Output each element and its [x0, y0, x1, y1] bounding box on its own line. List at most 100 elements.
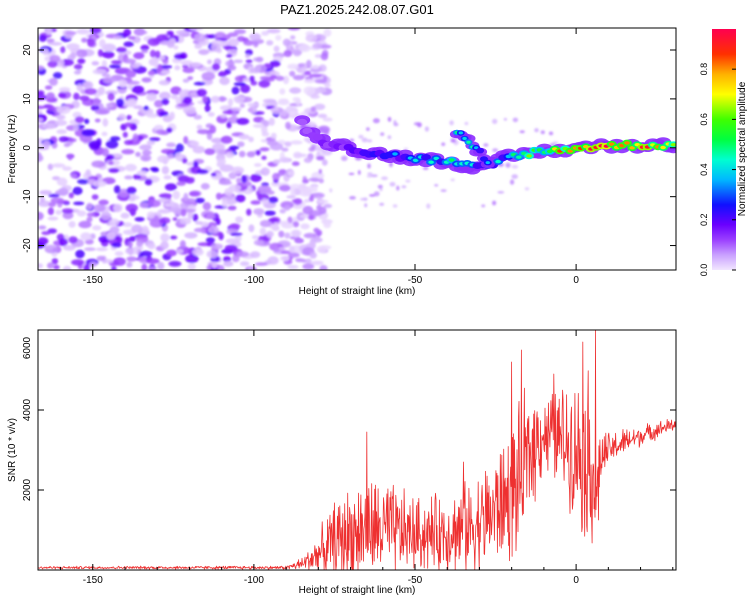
spectrogram-cell — [278, 220, 290, 226]
spectrogram-y-tick-label: 0 — [22, 145, 33, 151]
spectrogram-cell — [192, 213, 199, 222]
signal-blob-core — [466, 140, 471, 144]
spectrogram-cell — [305, 59, 312, 69]
spectrogram-cell — [215, 192, 222, 200]
spectrogram-cell — [38, 211, 44, 221]
spectrogram-cell — [440, 189, 447, 193]
spectrogram-cell — [101, 131, 108, 137]
spectrogram-cell — [186, 110, 197, 115]
spectrogram-cell — [122, 222, 133, 228]
spectrogram-cell — [341, 155, 348, 161]
spectrogram-cell — [229, 223, 241, 230]
spectrogram-cell — [310, 106, 316, 112]
colorbar-tick-label: 0.6 — [699, 113, 709, 126]
spectrogram-cell — [126, 256, 137, 262]
spectrogram-cell — [65, 31, 77, 36]
spectrogram-cell — [174, 65, 181, 71]
spectrogram-cell — [96, 255, 106, 261]
spectrogram-cell — [163, 175, 172, 180]
spectrogram-cell — [210, 95, 220, 103]
spectrogram-cell — [300, 223, 310, 230]
spectrogram-cell — [167, 153, 175, 159]
spectrogram-cell — [76, 83, 84, 92]
spectrogram-cell — [512, 117, 519, 123]
spectrogram-cell — [120, 212, 130, 219]
spectrogram-cell — [160, 70, 171, 75]
spectrogram-x-ticks: -150 -100 -50 0 — [83, 28, 579, 286]
spectrogram-cell — [170, 86, 182, 95]
spectrogram-cell — [314, 54, 322, 58]
spectrogram-xlabel: Height of straight line (km) — [299, 286, 416, 297]
colorbar-label: Normalized spectral amplitude — [737, 81, 748, 216]
spectrogram-cell — [254, 65, 260, 73]
spectrogram-cell — [188, 191, 200, 197]
spectrogram-cell — [413, 122, 421, 126]
spectrogram-cell — [102, 51, 115, 59]
spectrogram-x-tick-label: 0 — [573, 275, 579, 286]
spectrogram-cell — [161, 148, 175, 154]
spectrogram-cell — [240, 84, 251, 93]
spectrogram-cell — [264, 210, 276, 216]
spectrogram-cell — [193, 81, 206, 86]
spectrogram-cell — [94, 118, 101, 123]
spectrogram-cell — [193, 227, 207, 233]
spectrogram-cell — [279, 208, 286, 214]
snr-y-tick-label: 6000 — [22, 336, 33, 359]
spectrogram-cell — [245, 54, 251, 59]
spectrogram-cell — [52, 72, 63, 79]
spectrogram-cell — [187, 263, 196, 270]
spectrogram-cell — [248, 105, 257, 114]
spectrogram-cell — [126, 261, 133, 268]
spectrogram-cell — [159, 91, 171, 100]
spectrogram-cell — [71, 259, 85, 266]
spectrogram-x-tick-label: -100 — [244, 275, 264, 286]
spectrogram-cell — [109, 64, 121, 69]
spectrogram-cell — [154, 50, 161, 59]
spectrogram-cell — [524, 187, 530, 191]
spectrogram-cell — [81, 37, 88, 43]
spectrogram-cell — [146, 140, 156, 146]
spectrogram-cell — [358, 134, 364, 139]
snr-x-tick-label: -150 — [83, 575, 103, 586]
colorbar-bar — [712, 29, 736, 270]
spectrogram-cell — [317, 199, 329, 204]
spectrogram-cell — [77, 179, 90, 185]
spectrogram-cell — [222, 110, 234, 115]
spectrogram-cell — [234, 75, 246, 83]
spectrogram-cell — [127, 84, 133, 90]
spectrogram-cell — [97, 49, 104, 57]
spectrogram-cell — [164, 202, 174, 207]
spectrogram-cell — [174, 152, 183, 161]
spectrogram-cell — [312, 87, 327, 94]
spectrogram-cell — [211, 63, 221, 71]
spectrogram-cell — [253, 163, 262, 167]
spectrogram-cell — [108, 161, 114, 165]
signal-blob-core — [433, 156, 440, 161]
spectrogram-cell — [68, 236, 78, 244]
spectrogram-cell — [67, 153, 73, 161]
spectrogram-cell — [102, 43, 117, 52]
spectrogram-cell — [290, 140, 303, 145]
spectrogram-cell — [95, 247, 108, 252]
spectrogram-cell — [381, 176, 388, 181]
spectrogram-cell — [141, 77, 152, 83]
spectrogram-cell — [125, 203, 138, 213]
spectrogram-cell — [278, 156, 290, 163]
spectrogram-cell — [116, 98, 125, 108]
snr-x-tick-label: 0 — [573, 575, 579, 586]
spectrogram-cell — [273, 222, 279, 230]
spectrogram-cell — [248, 136, 254, 143]
spectrogram-cell — [38, 105, 46, 110]
spectrogram-cell — [111, 266, 117, 270]
spectrogram-cell — [56, 105, 71, 115]
spectrogram-cell — [208, 226, 219, 234]
spectrogram-cell — [75, 249, 85, 259]
spectrogram-cell — [80, 232, 92, 241]
spectrogram-cell — [308, 210, 323, 217]
signal-blob-core — [670, 143, 676, 147]
spectrogram-cell — [54, 119, 68, 126]
spectrogram-cell — [253, 208, 265, 215]
spectrogram-cell — [60, 46, 66, 54]
spectrogram-cell — [84, 118, 90, 125]
spectrogram-cell — [236, 117, 250, 125]
